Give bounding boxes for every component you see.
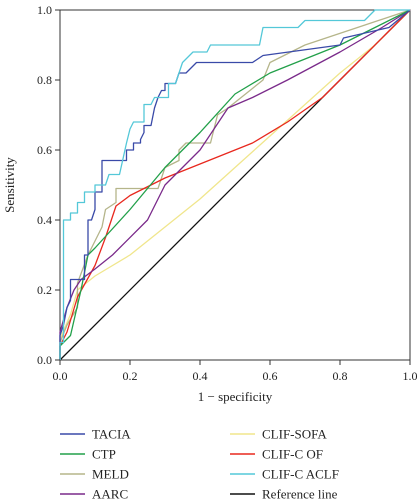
x-tick-label: 0.8 — [333, 369, 348, 383]
series-line-tacia — [59, 9, 411, 360]
legend-label-meld: MELD — [92, 467, 129, 482]
y-axis-label: Sensitivity — [2, 157, 17, 213]
series-line-ctp — [59, 9, 411, 360]
x-tick-label: 1.0 — [403, 369, 418, 383]
plot-area — [59, 9, 411, 361]
plot-frame — [59, 9, 411, 361]
y-tick-label: 0.6 — [37, 143, 52, 157]
series-line-clif-c-of — [59, 9, 411, 360]
legend-label-clif-sofa: CLIF-SOFA — [262, 427, 327, 442]
x-axis-label: 1 − specificity — [198, 389, 273, 404]
legend: TACIA CTP MELD AARC CLIF-SOFA CLIF-C OF CLIF-C… — [60, 427, 339, 500]
legend-label-aarc: AARC — [92, 487, 128, 500]
legend-label-tacia: TACIA — [92, 427, 131, 442]
x-tick-label: 0.4 — [193, 369, 208, 383]
y-axis: 0.0 0.2 0.4 0.6 0.8 1.0 — [37, 3, 60, 367]
y-tick-label: 1.0 — [37, 3, 52, 17]
y-tick-label: 0.0 — [37, 353, 52, 367]
x-axis: 0.0 0.2 0.4 0.6 0.8 1.0 — [53, 360, 418, 383]
series-line-clif-c-aclf — [59, 9, 410, 360]
legend-label-ctp: CTP — [92, 447, 116, 462]
y-tick-label: 0.4 — [37, 213, 52, 227]
legend-label-reference-line: Reference line — [262, 487, 338, 500]
y-tick-label: 0.8 — [37, 73, 52, 87]
legend-label-clif-c-of: CLIF-C OF — [262, 447, 323, 462]
series-line-clif-sofa — [59, 9, 411, 360]
x-tick-label: 0.0 — [53, 369, 68, 383]
legend-label-clif-c-aclf: CLIF-C ACLF — [262, 467, 339, 482]
series-layer — [59, 9, 411, 361]
x-tick-label: 0.6 — [263, 369, 278, 383]
y-tick-label: 0.2 — [37, 283, 52, 297]
x-tick-label: 0.2 — [123, 369, 138, 383]
